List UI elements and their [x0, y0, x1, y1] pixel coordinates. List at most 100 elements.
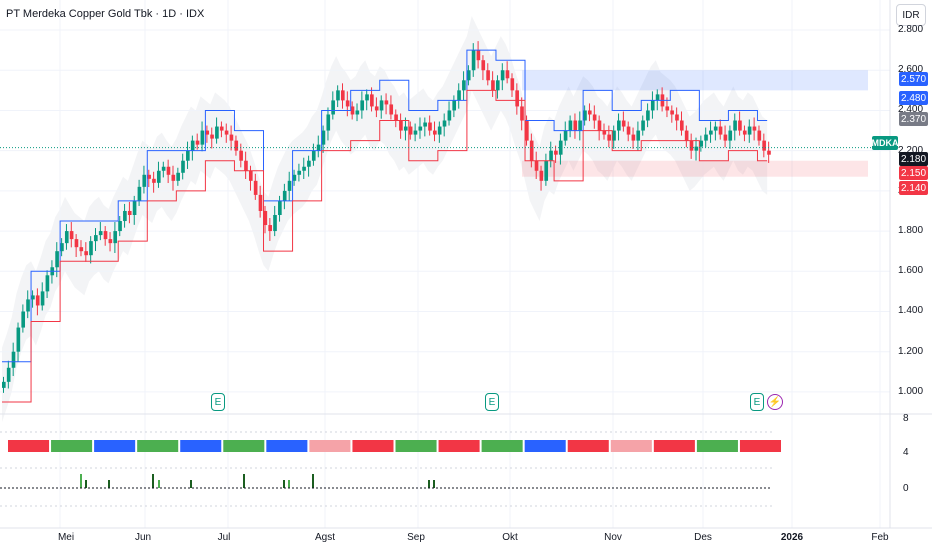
candle-body — [103, 231, 108, 240]
candle-body — [215, 126, 219, 139]
candle-body — [287, 180, 292, 191]
candle-body — [563, 130, 568, 141]
candle-body — [108, 239, 113, 244]
candle-body — [626, 126, 631, 135]
candle-body — [64, 231, 69, 244]
candle-body — [360, 100, 365, 111]
resistance-zone — [522, 70, 868, 91]
price-axis-label: 2.600 — [898, 64, 924, 76]
candle-body — [592, 114, 597, 121]
price-tag: 2.150 — [899, 166, 928, 180]
candle-body — [403, 126, 408, 131]
earnings-event-icon[interactable]: E — [750, 393, 764, 411]
candle-body — [379, 100, 384, 111]
candle-body — [413, 130, 418, 135]
currency-button[interactable]: IDR — [896, 4, 926, 26]
candle-body — [89, 241, 93, 256]
candle-body — [728, 130, 733, 141]
regime-segment — [266, 440, 308, 452]
histogram-bar — [428, 480, 430, 488]
price-axis-label: 2.400 — [898, 104, 924, 116]
candle-body — [713, 126, 718, 131]
candle-body — [554, 150, 558, 155]
candle-body — [457, 90, 461, 101]
price-axis-label: 2.200 — [898, 144, 924, 156]
candle-body — [94, 235, 98, 242]
regime-segment — [395, 440, 437, 452]
candle-body — [273, 214, 277, 232]
candle-body — [476, 50, 481, 61]
candle-body — [11, 351, 16, 368]
candle-body — [486, 70, 490, 81]
time-axis-label: Nov — [604, 532, 622, 543]
regime-segment — [137, 440, 179, 452]
candle-body — [253, 180, 258, 195]
candle-body — [675, 114, 679, 121]
candle-body — [709, 130, 713, 135]
candle-body — [646, 110, 650, 121]
price-tag: 2.140 — [899, 181, 928, 195]
candle-body — [607, 134, 611, 141]
candle-body — [452, 100, 457, 111]
candle-body — [684, 130, 689, 141]
candle-body — [738, 120, 742, 131]
candle-body — [495, 80, 500, 91]
candle-body — [40, 291, 45, 306]
candle-body — [733, 120, 737, 131]
histogram-bar — [433, 480, 435, 488]
candle-body — [176, 172, 180, 181]
histogram-bar — [158, 480, 160, 488]
candle-body — [331, 100, 335, 115]
candle-body — [752, 126, 757, 131]
candle-body — [142, 174, 147, 187]
candle-body — [423, 122, 427, 127]
histogram-bar — [80, 474, 82, 488]
candle-body — [471, 50, 476, 71]
candle-body — [549, 150, 553, 161]
candle-body — [442, 120, 447, 127]
regime-segment — [309, 440, 351, 452]
candle-body — [399, 120, 403, 131]
candle-body — [16, 327, 21, 352]
candle-body — [374, 106, 379, 111]
time-axis-label: Okt — [502, 532, 518, 543]
candle-body — [747, 126, 752, 135]
volatility-cloud — [2, 15, 768, 423]
time-axis-label: Jun — [134, 532, 152, 543]
candle-body — [229, 134, 234, 141]
candle-body — [481, 60, 486, 71]
candle-body — [437, 126, 442, 135]
candle-body — [466, 70, 471, 81]
candle-body — [307, 160, 311, 167]
candle-body — [617, 120, 621, 131]
price-tag: 2.570 — [899, 72, 928, 86]
time-axis-label: Feb — [871, 532, 889, 543]
candle-body — [278, 200, 282, 215]
candle-body — [525, 120, 529, 141]
price-axis-label: 1.200 — [898, 345, 924, 357]
histogram-bar — [85, 480, 87, 488]
candle-body — [704, 134, 708, 141]
candle-body — [428, 122, 432, 131]
earnings-event-icon[interactable]: E — [485, 393, 499, 411]
candle-body — [515, 90, 519, 107]
regime-segment — [352, 440, 394, 452]
earnings-event-icon[interactable]: E — [211, 393, 225, 411]
candle-body — [355, 110, 360, 115]
candle-body — [55, 251, 59, 268]
price-axis-label: 1.000 — [898, 385, 924, 397]
candle-body — [544, 160, 549, 181]
dividend-event-icon[interactable]: ⚡ — [767, 394, 783, 410]
candle-body — [602, 130, 607, 135]
candle-body — [689, 140, 694, 151]
candle-body — [45, 275, 50, 292]
indicator-axis-label: 0 — [903, 483, 909, 494]
regime-segment — [696, 440, 738, 452]
candle-body — [587, 110, 592, 115]
candle-body — [573, 120, 578, 131]
candle-body — [224, 130, 229, 135]
histogram-bar — [283, 480, 285, 488]
candle-body — [69, 231, 74, 240]
candle-body — [2, 381, 6, 388]
